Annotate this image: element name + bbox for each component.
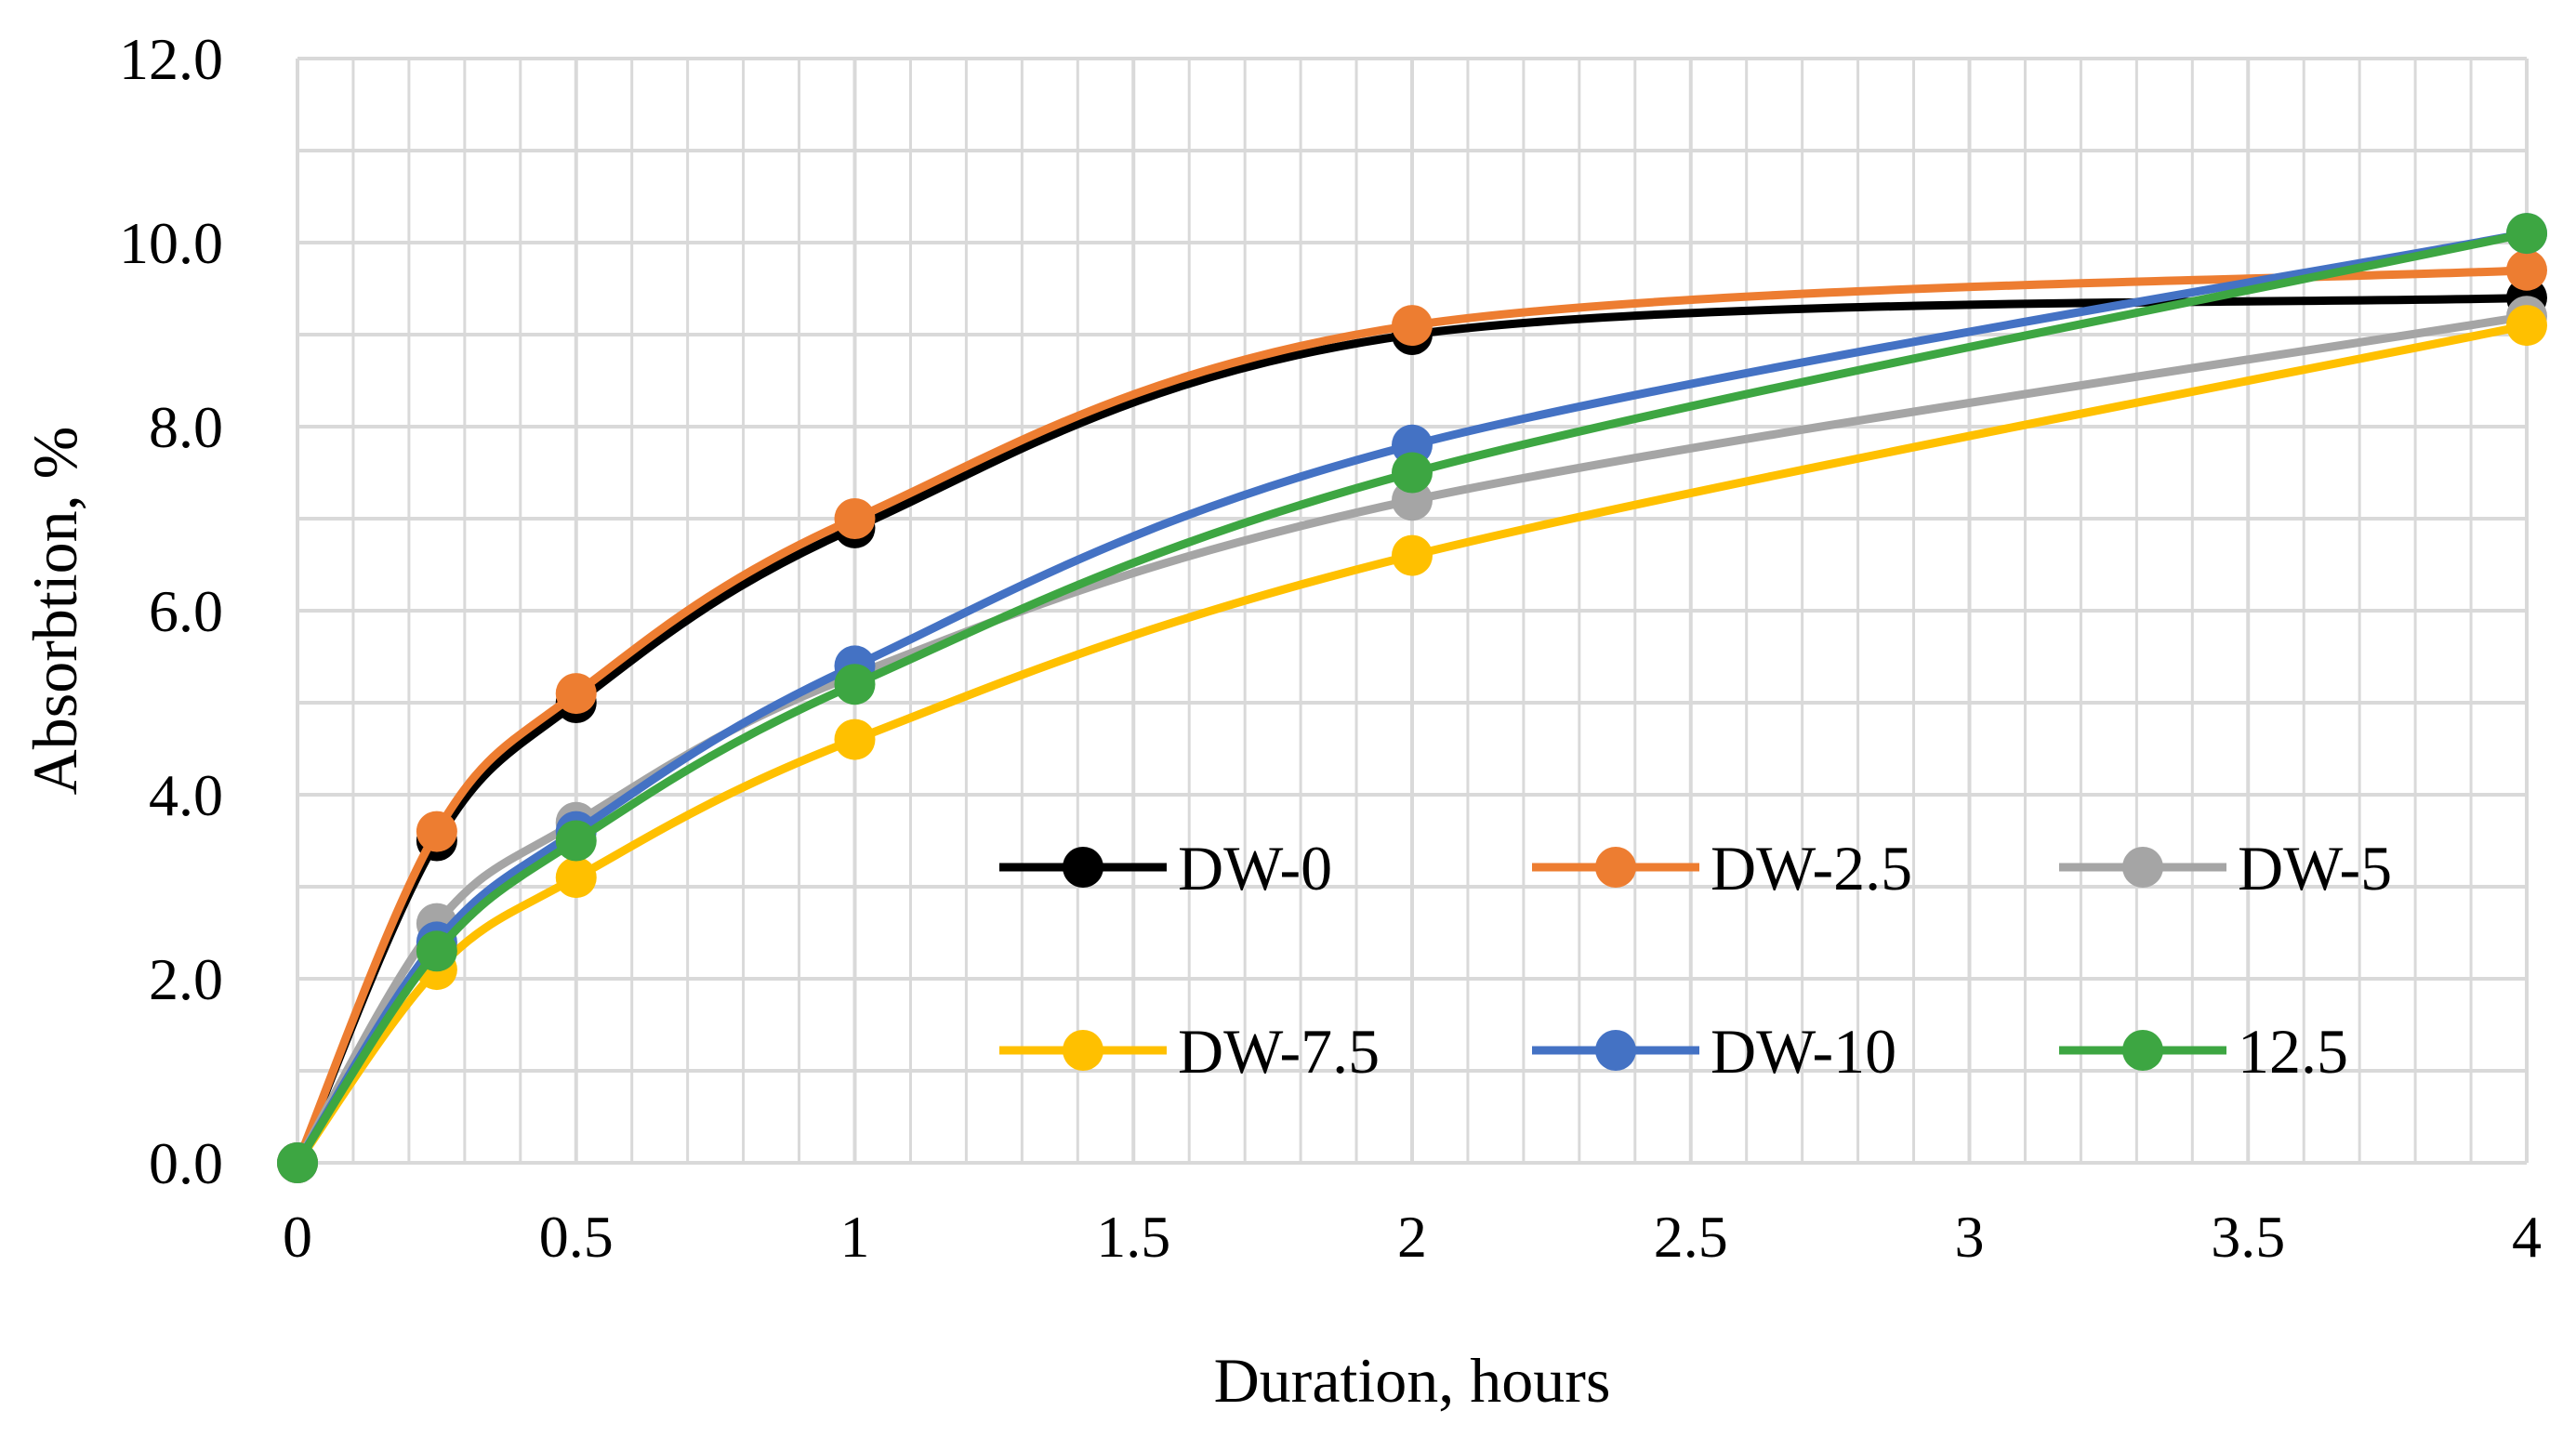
- data-point: [416, 930, 457, 972]
- legend-label: DW-2.5: [1711, 833, 1912, 903]
- legend-item: DW-7.5: [999, 1016, 1380, 1087]
- legend-item: DW-10: [1532, 1016, 1896, 1087]
- data-point: [2506, 249, 2547, 291]
- y-tick-label: 2.0: [149, 946, 223, 1012]
- data-point: [1392, 452, 1433, 494]
- x-axis-title: Duration, hours: [1214, 1345, 1611, 1416]
- data-point: [555, 820, 597, 862]
- data-point: [2506, 305, 2547, 347]
- x-tick-label: 3.5: [2211, 1204, 2285, 1270]
- data-point: [2506, 213, 2547, 255]
- legend-item: DW-5: [2059, 833, 2392, 903]
- data-point: [1392, 305, 1433, 347]
- data-point: [834, 718, 876, 760]
- legend-item: DW-2.5: [1532, 833, 1912, 903]
- plot-gridlines: [296, 57, 2529, 1165]
- data-point: [416, 811, 457, 852]
- series-DW-2.5: [277, 249, 2547, 1183]
- y-tick-label: 0.0: [149, 1130, 223, 1196]
- x-tick-label: 0.5: [539, 1204, 614, 1270]
- y-tick-label: 4.0: [149, 762, 223, 828]
- x-tick-label: 2.5: [1654, 1204, 1728, 1270]
- x-tick-label: 1: [840, 1204, 870, 1270]
- legend-label: DW-7.5: [1178, 1016, 1380, 1087]
- y-axis-title: Absorbtion, %: [20, 427, 90, 796]
- legend-label: DW-5: [2238, 833, 2392, 903]
- x-tick-label: 0: [283, 1204, 312, 1270]
- series-lines: [277, 213, 2547, 1183]
- series-12.5: [277, 213, 2547, 1183]
- legend-label: DW-10: [1711, 1016, 1896, 1087]
- data-point: [555, 673, 597, 715]
- legend-marker: [1595, 847, 1636, 888]
- legend-marker: [2122, 1030, 2163, 1071]
- legend: DW-0 DW-2.5 DW-5 DW-7.5 DW-10 12.5: [999, 833, 2392, 1087]
- x-tick-label: 2: [1397, 1204, 1427, 1270]
- y-tick-label: 12.0: [119, 26, 223, 92]
- legend-item: 12.5: [2059, 1016, 2348, 1087]
- legend-label: 12.5: [2238, 1016, 2348, 1087]
- x-axis-ticks: 0 0.5 1 1.5 2 2.5 3 3.5 4: [283, 1204, 2542, 1270]
- legend-marker: [1063, 1030, 1103, 1071]
- data-point: [834, 498, 876, 539]
- data-point: [834, 664, 876, 705]
- x-tick-label: 4: [2512, 1204, 2542, 1270]
- legend-marker: [1063, 847, 1103, 888]
- legend-marker: [1595, 1030, 1636, 1071]
- data-point: [1392, 534, 1433, 576]
- data-point: [555, 857, 597, 899]
- data-point: [277, 1142, 318, 1183]
- x-tick-label: 1.5: [1096, 1204, 1170, 1270]
- y-tick-label: 8.0: [149, 394, 223, 460]
- y-tick-label: 6.0: [149, 578, 223, 644]
- legend-marker: [2122, 847, 2163, 888]
- y-tick-label: 10.0: [119, 210, 223, 276]
- legend-label: DW-0: [1178, 833, 1332, 903]
- y-axis-ticks: 0.0 2.0 4.0 6.0 8.0 10.0 12.0: [119, 26, 223, 1196]
- x-tick-label: 3: [1955, 1204, 1985, 1270]
- legend-item: DW-0: [999, 833, 1332, 903]
